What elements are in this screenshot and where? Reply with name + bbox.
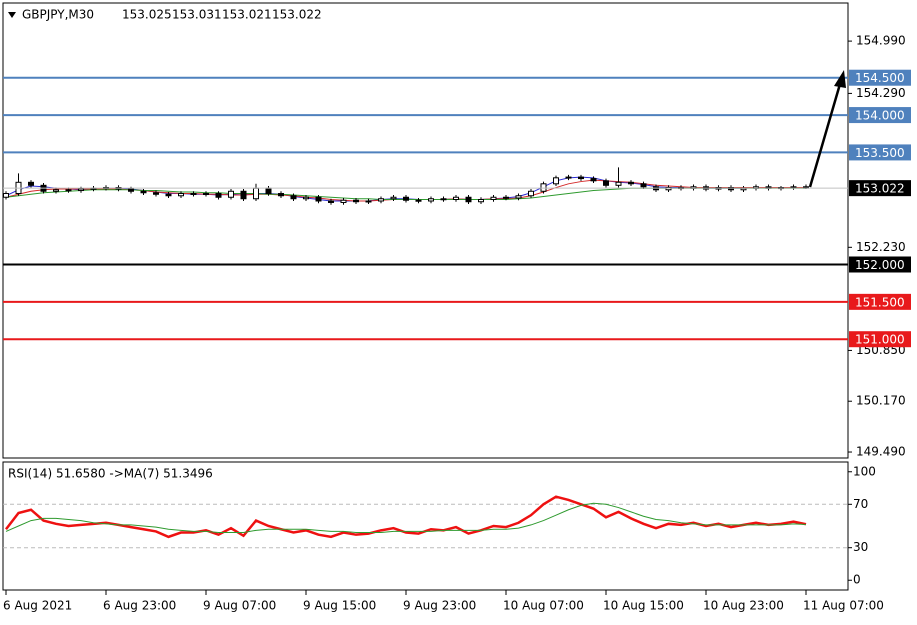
candle-body	[528, 190, 534, 197]
current-price-label: 153.022	[855, 182, 905, 196]
candle-body	[440, 198, 447, 201]
candle-body	[390, 196, 397, 200]
candle-body	[453, 196, 459, 200]
level-label: 154.000	[855, 109, 905, 123]
candle-body	[628, 181, 634, 185]
candle-body	[165, 193, 172, 197]
candle-body	[65, 189, 72, 192]
candle-body	[415, 199, 422, 202]
candle-body	[290, 195, 297, 200]
candle-body	[53, 189, 59, 192]
candle-body	[590, 178, 597, 182]
candle-body	[140, 190, 147, 194]
y-tick-label: 149.490	[856, 445, 906, 459]
candle-body	[465, 196, 472, 203]
candle-body	[490, 196, 497, 200]
candle-body	[365, 200, 372, 203]
x-tick-label: 10 Aug 15:00	[603, 599, 684, 613]
rsi-title: RSI(14) 51.6580 ->MA(7) 51.3496	[8, 467, 213, 481]
y-tick-label: 154.990	[856, 34, 906, 48]
candle-body	[615, 181, 622, 186]
x-tick-label: 10 Aug 07:00	[503, 599, 584, 613]
y-tick-label: 100	[853, 464, 876, 478]
candle-body	[665, 187, 672, 191]
candle-body	[178, 193, 184, 197]
candle-body	[340, 199, 347, 203]
symbol: GBPJPY,M30	[22, 8, 94, 22]
arrow-line	[808, 83, 842, 188]
candle-body	[515, 195, 522, 199]
candle-body	[403, 196, 409, 201]
y-tick-label: 150.170	[856, 394, 906, 408]
candle-body	[578, 176, 584, 180]
x-tick-label: 10 Aug 23:00	[703, 599, 784, 613]
candle-body	[728, 187, 734, 191]
x-tick-label: 9 Aug 15:00	[303, 599, 376, 613]
x-tick-label: 11 Aug 07:00	[803, 599, 884, 613]
candle-body	[378, 198, 384, 202]
candle-body	[265, 187, 272, 195]
candle-body	[603, 180, 609, 186]
rsi-panel	[2, 461, 849, 591]
candle-body	[478, 198, 484, 203]
rsi-line	[5, 495, 807, 539]
current-price-box	[849, 180, 911, 197]
x-tick-label: 6 Aug 2021	[3, 599, 72, 613]
candle-body	[190, 193, 197, 196]
y-tick-label: 0	[853, 573, 861, 587]
quote-low: 153.021	[222, 8, 272, 22]
y-tick-label: 70	[853, 497, 868, 511]
level-label-box	[849, 144, 911, 161]
candle-body	[215, 193, 222, 198]
main-panel	[2, 2, 849, 459]
menu-triangle[interactable]	[8, 12, 16, 18]
candle-body	[278, 193, 284, 197]
candle-body	[78, 188, 84, 192]
rsi-ma-line	[5, 502, 807, 534]
quote-close: 153.022	[272, 8, 322, 22]
candle-body	[3, 193, 9, 198]
candle-body	[540, 183, 547, 192]
candle-body	[128, 188, 134, 192]
candle-body	[328, 200, 334, 203]
candle-body	[553, 177, 559, 185]
x-tick-label: 6 Aug 23:00	[103, 599, 176, 613]
x-tick-label: 9 Aug 07:00	[203, 599, 276, 613]
quote-open: 153.025	[122, 8, 172, 22]
candle-body	[315, 196, 322, 202]
level-label: 152.000	[855, 258, 905, 272]
candle-body	[503, 196, 509, 199]
level-label-box	[849, 293, 911, 310]
candle-body	[203, 193, 209, 196]
candle-body	[303, 196, 309, 200]
quote-high: 153.031	[172, 8, 222, 22]
candle-body	[428, 198, 434, 202]
candle-body	[240, 190, 247, 200]
candle-body	[253, 187, 259, 200]
level-label-box	[849, 331, 911, 348]
level-label: 154.500	[855, 71, 905, 85]
y-tick-label: 30	[853, 540, 868, 554]
y-tick-label: 154.290	[856, 86, 906, 100]
level-label-box	[849, 107, 911, 124]
level-label-box	[849, 69, 911, 86]
candle-body	[353, 199, 359, 203]
x-tick-label: 9 Aug 23:00	[403, 599, 476, 613]
level-label-box	[849, 256, 911, 273]
level-label: 151.000	[855, 333, 905, 347]
candle-body	[640, 183, 647, 188]
level-label: 151.500	[855, 295, 905, 309]
candle-body	[28, 181, 34, 186]
candle-body	[228, 190, 234, 198]
level-label: 153.500	[855, 146, 905, 160]
y-tick-label: 152.230	[856, 240, 906, 254]
candle-body	[153, 192, 159, 195]
candle-body	[565, 176, 572, 179]
arrow-head	[834, 70, 846, 88]
arrow	[808, 70, 846, 188]
